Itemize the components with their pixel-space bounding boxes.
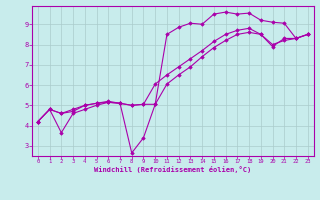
X-axis label: Windchill (Refroidissement éolien,°C): Windchill (Refroidissement éolien,°C) (94, 166, 252, 173)
